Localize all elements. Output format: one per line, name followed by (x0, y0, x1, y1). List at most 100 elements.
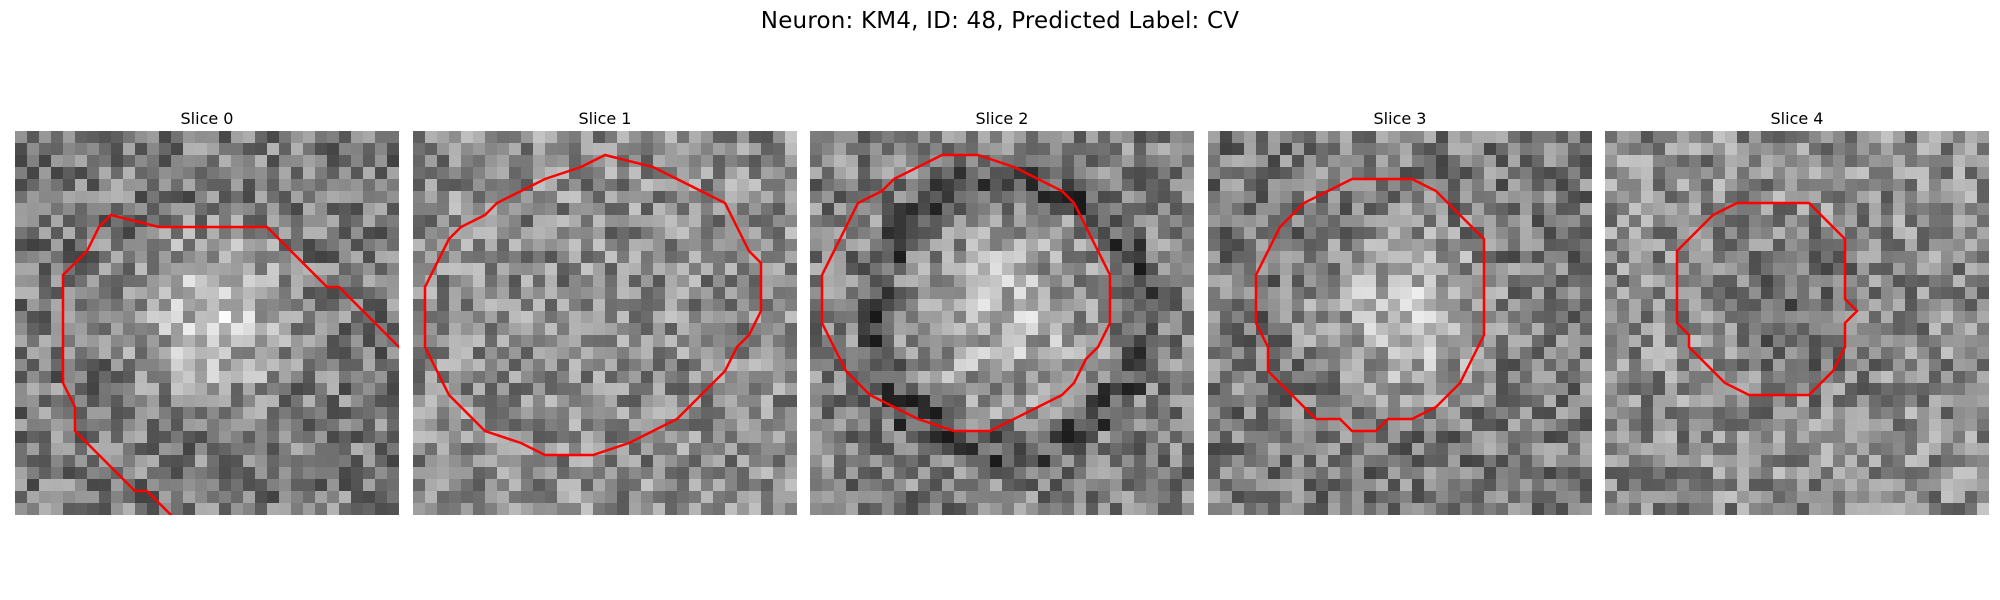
pixel-cell (1014, 227, 1027, 240)
pixel-cell (327, 203, 340, 216)
pixel-cell (1158, 503, 1171, 515)
pixel-cell (1014, 455, 1027, 468)
pixel-cell (1328, 311, 1341, 324)
pixel-cell (135, 287, 148, 300)
pixel-cell (581, 203, 594, 216)
pixel-cell (1520, 359, 1533, 372)
pixel-cell (894, 419, 907, 432)
pixel-cell (1256, 455, 1269, 468)
pixel-cell (918, 275, 931, 288)
pixel-cell (1857, 299, 1870, 312)
pixel-cell (1292, 263, 1305, 276)
pixel-cell (1941, 215, 1954, 228)
pixel-cell (1436, 131, 1449, 144)
pixel-cell (473, 443, 486, 456)
pixel-cell (363, 419, 376, 432)
pixel-cell (1244, 203, 1257, 216)
pixel-cell (279, 323, 292, 336)
pixel-cell (315, 455, 328, 468)
pixel-cell (1605, 347, 1618, 360)
pixel-cell (1098, 203, 1111, 216)
pixel-cell (1110, 467, 1123, 480)
pixel-cell (1014, 299, 1027, 312)
pixel-cell (894, 263, 907, 276)
pixel-cell (545, 479, 558, 492)
pixel-cell (485, 299, 498, 312)
pixel-cell (1352, 203, 1365, 216)
pixel-cell (1917, 215, 1930, 228)
pixel-cell (413, 371, 426, 384)
pixel-cell (183, 203, 196, 216)
pixel-cell (834, 311, 847, 324)
pixel-cell (339, 299, 352, 312)
pixel-cell (1556, 407, 1569, 420)
pixel-cell (1713, 251, 1726, 264)
pixel-cell (773, 395, 786, 408)
pixel-cell (689, 131, 702, 144)
pixel-cell (1268, 251, 1281, 264)
pixel-cell (1110, 323, 1123, 336)
pixel-cell (1292, 155, 1305, 168)
pixel-cell (159, 239, 172, 252)
pixel-cell (291, 395, 304, 408)
pixel-cell (327, 251, 340, 264)
pixel-cell (533, 251, 546, 264)
pixel-cell (39, 227, 52, 240)
pixel-cell (291, 299, 304, 312)
pixel-cell (1917, 191, 1930, 204)
pixel-cell (231, 275, 244, 288)
pixel-cell (437, 371, 450, 384)
pixel-cell (387, 311, 399, 324)
pixel-cell (725, 479, 738, 492)
pixel-cell (27, 431, 40, 444)
pixel-cell (1146, 347, 1159, 360)
pixel-cell (894, 155, 907, 168)
pixel-cell (942, 203, 955, 216)
pixel-cell (930, 491, 943, 504)
pixel-cell (1280, 311, 1293, 324)
pixel-cell (930, 431, 943, 444)
pixel-cell (1400, 503, 1413, 515)
pixel-cell (437, 179, 450, 192)
pixel-cell (195, 371, 208, 384)
pixel-cell (1050, 287, 1063, 300)
pixel-cell (545, 443, 558, 456)
pixel-cell (810, 251, 823, 264)
pixel-cell (1508, 287, 1521, 300)
pixel-cell (449, 311, 462, 324)
pixel-cell (858, 503, 871, 515)
pixel-cell (593, 215, 606, 228)
pixel-cell (1833, 131, 1846, 144)
pixel-cell (375, 467, 388, 480)
pixel-cell (1424, 311, 1437, 324)
pixel-cell (906, 419, 919, 432)
pixel-cell (773, 491, 786, 504)
pixel-cell (1641, 443, 1654, 456)
pixel-cell (1412, 443, 1425, 456)
pixel-cell (545, 239, 558, 252)
pixel-cell (930, 251, 943, 264)
pixel-cell (75, 311, 88, 324)
pixel-cell (231, 263, 244, 276)
slice-image (15, 131, 399, 515)
pixel-cell (533, 383, 546, 396)
pixel-cell (1134, 503, 1147, 515)
pixel-cell (27, 467, 40, 480)
pixel-cell (617, 287, 630, 300)
pixel-cell (737, 371, 750, 384)
pixel-cell (1220, 143, 1233, 156)
pixel-cell (1316, 251, 1329, 264)
pixel-cell (1544, 299, 1557, 312)
pixel-cell (894, 203, 907, 216)
pixel-cell (1556, 323, 1569, 336)
pixel-cell (882, 251, 895, 264)
pixel-cell (665, 383, 678, 396)
pixel-cell (785, 275, 797, 288)
pixel-cell (99, 347, 112, 360)
pixel-cell (1929, 311, 1942, 324)
pixel-cell (785, 383, 797, 396)
pixel-cell (1965, 239, 1978, 252)
pixel-cell (1773, 347, 1786, 360)
pixel-cell (327, 275, 340, 288)
pixel-cell (1713, 131, 1726, 144)
